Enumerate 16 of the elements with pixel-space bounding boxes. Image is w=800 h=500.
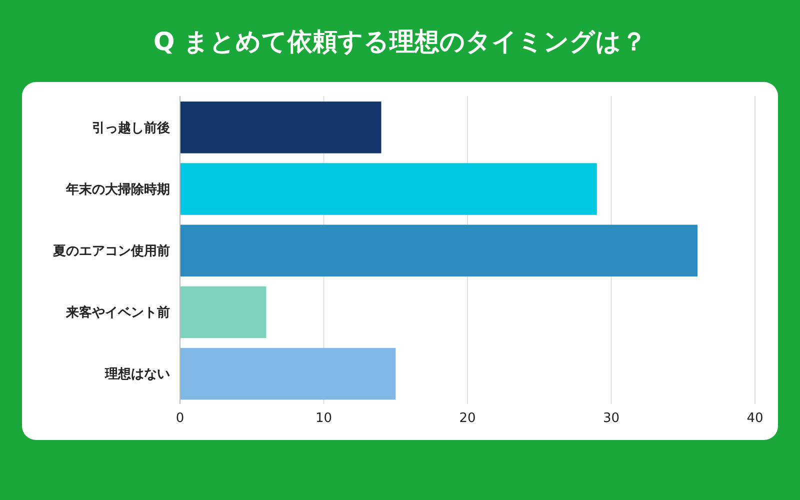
x-tick-label: 20 <box>459 411 476 426</box>
y-tick-label: 理想はない <box>104 366 170 382</box>
bar <box>180 348 396 400</box>
y-tick-label: 年末の大掃除時期 <box>65 182 170 198</box>
bar <box>180 102 382 154</box>
y-tick-label: 来客やイベント前 <box>65 304 170 321</box>
bar <box>180 286 266 338</box>
chart-title: Q まとめて依頼する理想のタイミングは？ <box>154 27 646 56</box>
y-tick-label: 夏のエアコン使用前 <box>52 244 170 259</box>
x-tick-label: 30 <box>602 411 620 426</box>
x-tick-label: 10 <box>315 411 332 426</box>
x-tick-label: 40 <box>746 411 764 426</box>
bar <box>180 224 698 276</box>
bar <box>180 163 597 215</box>
y-tick-label: 引っ越し前後 <box>92 120 170 136</box>
x-tick-label: 0 <box>176 411 184 426</box>
